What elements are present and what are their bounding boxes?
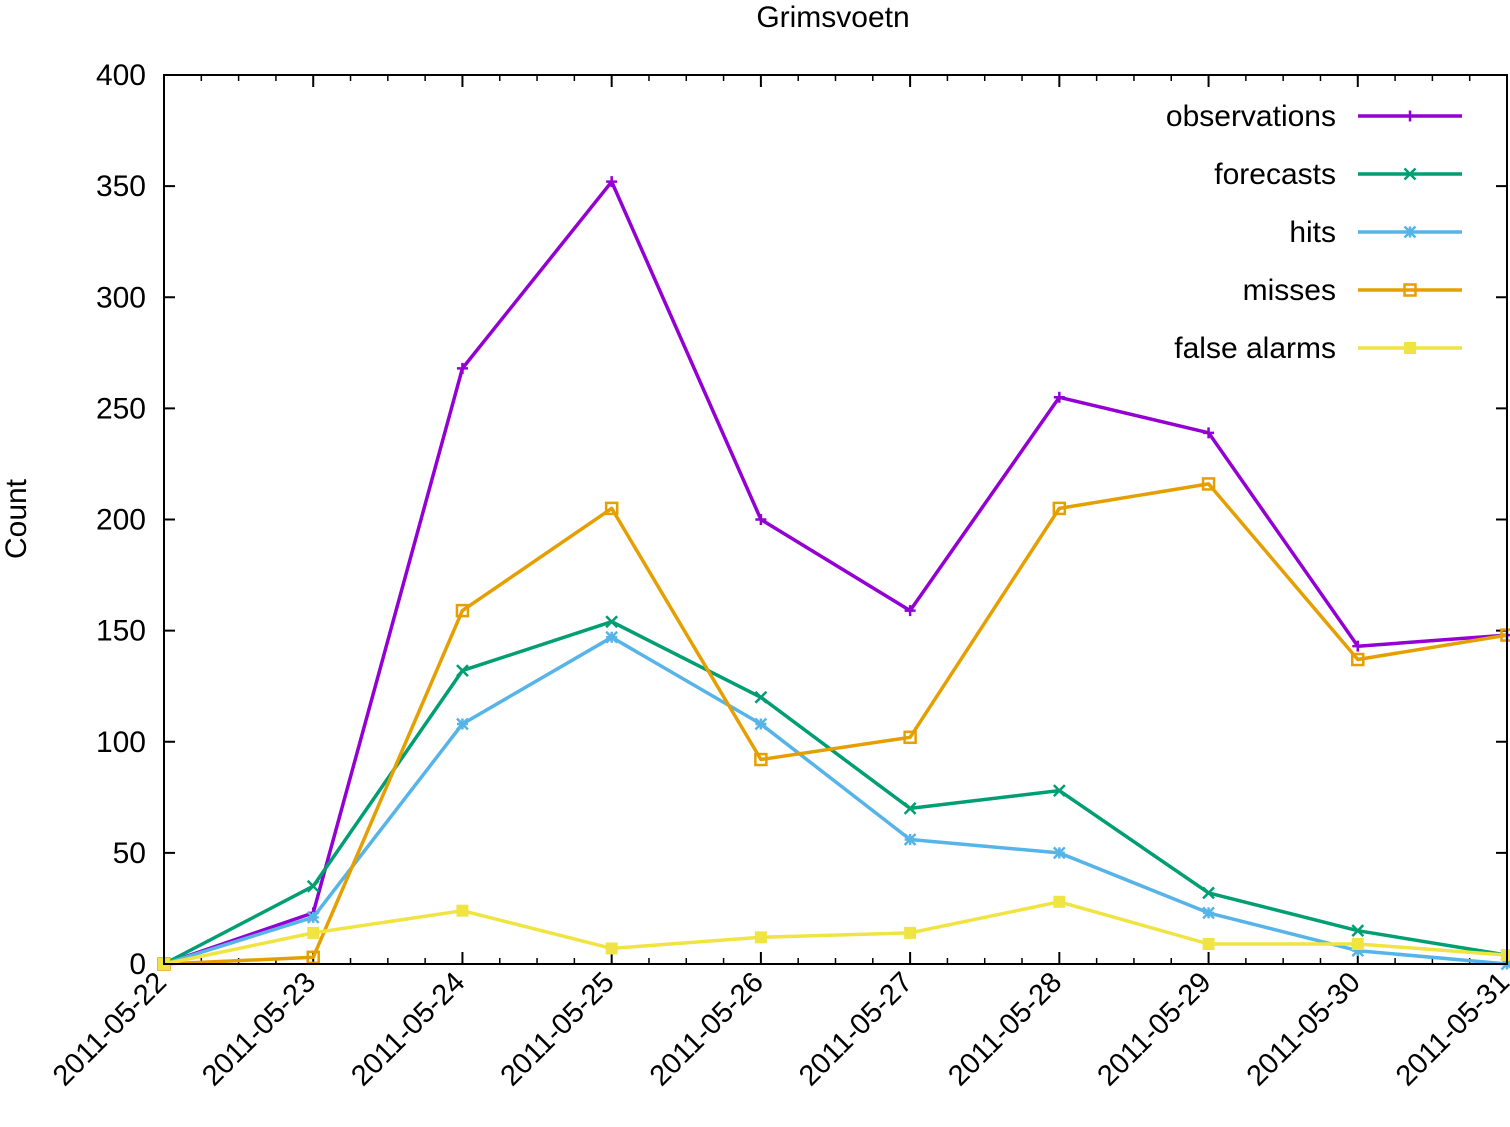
data-point — [1351, 652, 1365, 667]
y-tick-label: 300 — [96, 281, 146, 314]
data-point — [306, 950, 320, 965]
series-group — [157, 176, 1510, 971]
data-point — [903, 730, 917, 745]
y-tick-label: 50 — [113, 837, 146, 870]
data-point — [1052, 501, 1067, 516]
plot-frame — [163, 74, 1508, 965]
legend-marker — [1403, 225, 1417, 239]
series-line — [163, 179, 1508, 966]
chart-title: Grimsvoetn — [756, 1, 909, 34]
data-point — [1351, 924, 1365, 938]
x-tick-label: 2011-05-27 — [793, 966, 919, 1092]
data-point — [1052, 846, 1066, 860]
legend-marker — [1404, 110, 1416, 122]
legend-item: misses — [1243, 274, 1462, 307]
x-tick-label: 2011-05-26 — [644, 966, 770, 1092]
data-point — [605, 942, 618, 955]
legend-label: false alarms — [1174, 332, 1336, 365]
data-point — [754, 752, 768, 767]
series-forecasts — [157, 615, 1510, 971]
data-point — [307, 926, 320, 939]
data-point — [1052, 784, 1066, 798]
data-point — [1202, 937, 1215, 950]
x-tick-label: 2011-05-24 — [345, 966, 471, 1092]
y-axis-label: Count — [0, 478, 33, 559]
series-line — [163, 635, 1508, 966]
data-point — [755, 514, 767, 525]
x-tick-label: 2011-05-23 — [196, 966, 322, 1092]
data-point — [605, 615, 619, 629]
y-tick-label: 150 — [96, 615, 146, 648]
data-point — [1203, 427, 1215, 439]
data-point — [754, 717, 768, 731]
x-tick-label: 2011-05-31 — [1390, 966, 1510, 1092]
data-point — [1202, 906, 1215, 920]
legend-marker — [1403, 167, 1417, 181]
x-tick-label: 2011-05-28 — [942, 966, 1068, 1092]
data-point — [1501, 949, 1510, 962]
y-tick-label: 350 — [96, 170, 146, 203]
data-point — [903, 833, 917, 846]
series-false-alarms — [158, 895, 1510, 970]
data-point — [456, 904, 469, 917]
data-point — [1352, 640, 1364, 652]
data-point — [456, 664, 469, 678]
series-misses — [157, 477, 1510, 971]
series-line — [163, 619, 1508, 966]
legend-item: observations — [1166, 100, 1462, 133]
data-point — [604, 501, 619, 516]
data-point — [306, 879, 320, 893]
legend-item: false alarms — [1174, 332, 1462, 365]
data-point — [1351, 944, 1365, 958]
legend: observations forecasts hits misses false ala… — [1166, 100, 1462, 365]
data-point — [1201, 477, 1216, 491]
x-tick-label: 2011-05-25 — [495, 966, 621, 1092]
data-point — [606, 176, 618, 188]
legend-item: hits — [1289, 216, 1462, 249]
data-point — [1351, 937, 1364, 950]
data-point — [1202, 886, 1215, 900]
x-tick-label: 2011-05-30 — [1241, 966, 1367, 1092]
series-line — [163, 900, 1508, 966]
y-tick-label: 100 — [96, 726, 146, 759]
series-line — [163, 482, 1508, 966]
legend-label: misses — [1243, 274, 1336, 307]
legend-label: observations — [1166, 100, 1336, 133]
legend-label: hits — [1289, 216, 1336, 249]
data-point — [754, 690, 768, 704]
data-point — [754, 931, 767, 944]
data-point — [903, 802, 917, 815]
data-point — [456, 362, 468, 374]
y-tick-label: 0 — [129, 948, 146, 981]
data-point — [1053, 391, 1065, 403]
y-tick-label: 200 — [96, 504, 146, 537]
legend-marker — [1403, 283, 1417, 297]
legend-item: forecasts — [1214, 158, 1462, 191]
data-point — [904, 926, 917, 939]
x-tick-label: 2011-05-22 — [47, 966, 173, 1092]
data-point — [1053, 895, 1066, 908]
legend-marker — [1404, 342, 1416, 354]
data-point — [455, 603, 470, 618]
y-tick-label: 400 — [96, 59, 146, 92]
data-point — [456, 717, 469, 731]
data-point — [904, 605, 916, 617]
data-point — [605, 630, 619, 644]
legend-label: forecasts — [1214, 158, 1336, 191]
y-tick-label: 250 — [96, 392, 146, 425]
x-tick-label: 2011-05-29 — [1091, 966, 1217, 1092]
data-point — [306, 910, 320, 924]
